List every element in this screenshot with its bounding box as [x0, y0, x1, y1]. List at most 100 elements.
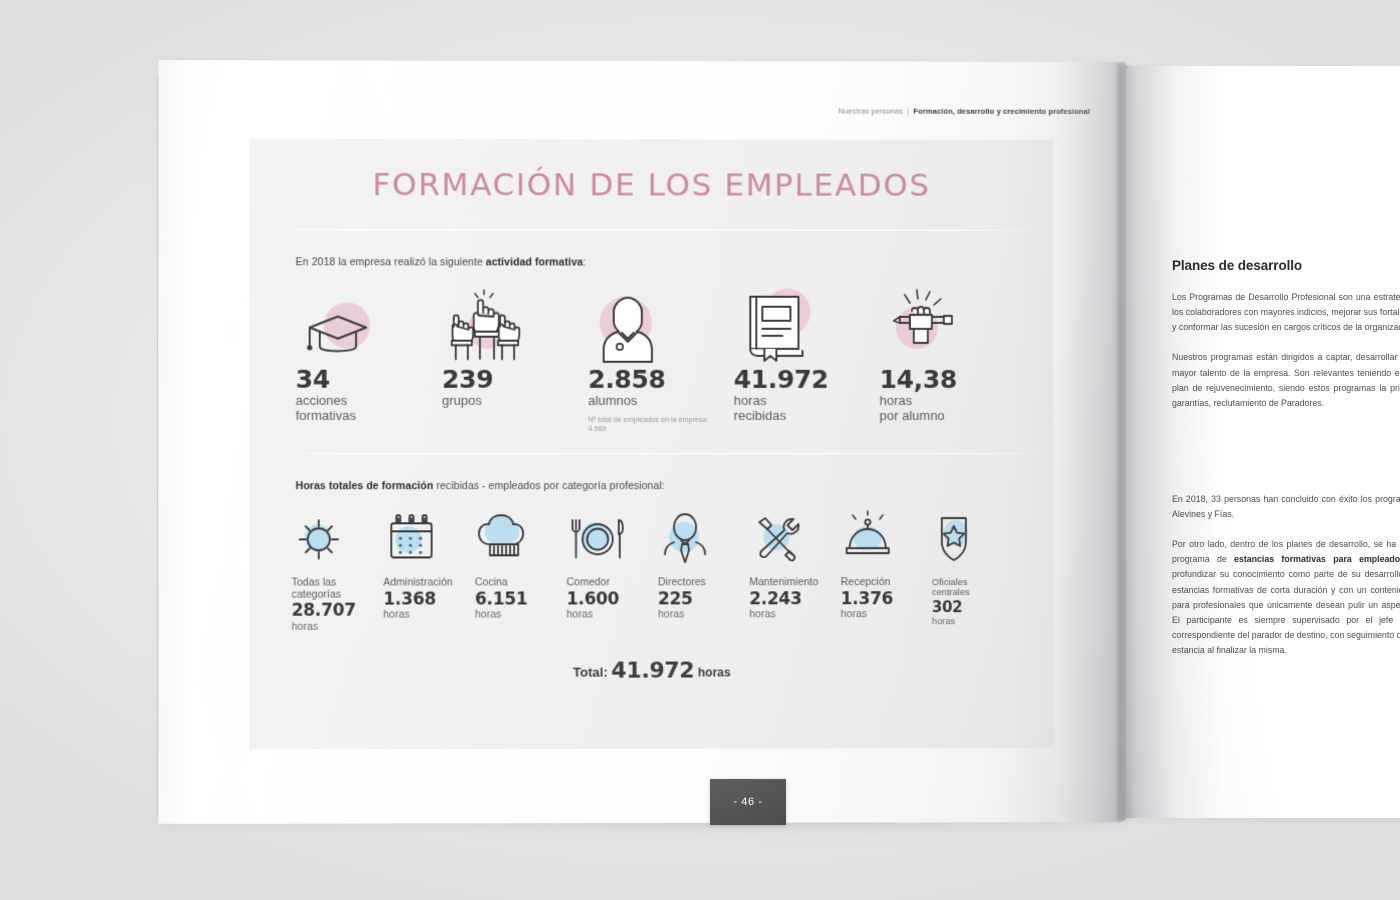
category-unit: horas	[749, 608, 776, 621]
right-page-paragraph-4: Por otro lado, dentro de los planes de d…	[1172, 537, 1400, 658]
category-unit: horas	[840, 608, 867, 621]
stat-label-line2: recibidas	[733, 407, 787, 423]
stat-label-line2: por alumno	[879, 407, 945, 423]
category-label-line1: Cocina	[474, 576, 508, 589]
sun-icon	[292, 508, 380, 568]
total-line: Total: 41.972 horas	[249, 658, 1053, 684]
category-value: 1.376	[840, 588, 894, 609]
right-page-spacer	[1172, 426, 1400, 492]
category-unit: horas	[474, 608, 502, 621]
page-title: FORMACIÓN DE LOS EMPLEADOS	[372, 166, 931, 204]
total-value: 41.972	[611, 658, 695, 685]
shield-star-icon	[932, 508, 1019, 568]
stat-grupos: 239 grupos	[436, 282, 582, 408]
page-number-tab: - 46 -	[710, 779, 786, 825]
running-header-chapter: Formación, desarrollo y crecimiento prof…	[913, 106, 1090, 116]
category-label-line1: Oficiales	[931, 576, 968, 587]
raised-hands-icon	[442, 282, 582, 364]
stat-footnote: Nº total de empleados en la empresa: 4.5…	[587, 414, 709, 433]
stat-value: 34	[295, 364, 330, 394]
stat-value: 14,38	[879, 364, 957, 394]
right-page-paragraph-3: En 2018, 33 personas han concluido con é…	[1172, 493, 1400, 519]
category-label: Administración	[383, 576, 471, 589]
paragraph-4-post: que necesitan profundizar su conocimient…	[1172, 569, 1400, 655]
intro-prefix: En 2018 la empresa realizó la siguiente	[295, 256, 486, 269]
category-label: Todas las categorías	[291, 576, 380, 601]
stat-label-line1: grupos	[441, 393, 482, 409]
category-label-line1: Todas las	[291, 576, 337, 589]
paragraph-4-pre: Por otro lado, dentro de los planes de d…	[1172, 539, 1400, 565]
stat-label: acciones formativas	[295, 393, 436, 423]
place-setting-icon	[566, 508, 653, 568]
category-label-line2: centrales	[931, 587, 970, 598]
intro-bold: actividad formativa	[485, 256, 583, 269]
stat-label-line2: formativas	[295, 407, 357, 423]
stat-label: alumnos	[587, 393, 728, 409]
category-unit: horas	[657, 608, 685, 621]
category-label-line1: Comedor	[566, 576, 610, 589]
chef-hat-icon	[475, 508, 563, 568]
category-value: 1.368	[383, 589, 436, 610]
category-recepcion: Recepción 1.376 horas	[841, 508, 932, 621]
category-administracion: Administración 1.368 horas	[383, 508, 475, 621]
category-label-line1: Mantenimiento	[749, 576, 819, 589]
category-value: 225	[657, 588, 693, 609]
category-value: 302	[931, 597, 963, 616]
category-oficiales-centrales: Oficiales centrales 302 horas	[932, 508, 1023, 626]
infographic-panel: FORMACIÓN DE LOS EMPLEADOS En 2018 la em…	[249, 138, 1053, 750]
category-cocina: Cocina 6.151 horas	[475, 508, 567, 621]
category-label: Oficiales centrales	[932, 577, 1019, 598]
category-unit: horas	[291, 620, 319, 633]
paragraph-4-bold: estancias formativas para empleados	[1234, 554, 1400, 565]
right-page-paragraph-2: Nuestros programas están dirigidos a cap…	[1172, 352, 1400, 408]
stat-label-line1: alumnos	[587, 393, 638, 409]
calendar-icon	[383, 508, 471, 568]
right-page-paragraph-1: Los Programas de Desarrollo Profesional …	[1172, 292, 1400, 333]
intro-suffix: :	[582, 256, 586, 269]
category-label: Recepción	[840, 575, 928, 589]
stat-label-line1: acciones	[295, 393, 348, 409]
section2-rest: recibidas - empleados por categoría prof…	[433, 479, 665, 492]
stat-alumnos: 2.858 alumnos Nº total de empleados en l…	[582, 283, 728, 433]
book-icon	[734, 283, 874, 365]
category-label: Comedor	[566, 576, 653, 589]
total-label: Total:	[573, 664, 608, 681]
left-page: Nuestras personas | Formación, desarroll…	[158, 60, 1127, 824]
stat-value: 2.858	[587, 364, 666, 394]
tools-icon	[749, 508, 836, 568]
category-mantenimiento: Mantenimiento 2.243 horas	[749, 508, 840, 621]
right-page-heading: Planes de desarrollo	[1172, 258, 1303, 273]
category-label: Mantenimiento	[749, 576, 836, 589]
running-header: Nuestras personas | Formación, desarroll…	[838, 107, 1090, 116]
category-label-line1: Directores	[657, 576, 706, 589]
top-stats-row: 34 acciones formativas	[249, 268, 1053, 433]
service-bell-icon	[841, 508, 928, 568]
total-unit: horas	[697, 665, 731, 680]
category-label-line1: Administración	[383, 576, 453, 589]
category-unit: horas	[566, 608, 593, 621]
stat-label-line1: horas	[879, 393, 913, 409]
category-unit: horas	[383, 608, 410, 621]
stat-value: 239	[441, 364, 494, 394]
running-header-separator: |	[907, 106, 910, 116]
category-todas-las-categorias: Todas las categorías 28.707 horas	[292, 508, 384, 633]
intro-text: En 2018 la empresa realizó la siguiente …	[249, 230, 1053, 269]
category-row: Todas las categorías 28.707 horas	[249, 492, 1053, 633]
graduation-cap-icon	[296, 282, 436, 364]
category-label-line2: categorías	[291, 588, 341, 601]
category-label-line1: Recepción	[840, 575, 891, 589]
student-person-icon	[588, 283, 728, 365]
stat-horas-recibidas: 41.972 horas recibidas	[728, 283, 874, 424]
stat-acciones-formativas: 34 acciones formativas	[290, 282, 436, 423]
category-value: 6.151	[474, 588, 528, 610]
stat-label: horas por alumno	[879, 393, 1019, 423]
hand-pencil-icon	[880, 283, 1019, 365]
stat-label-line1: horas	[733, 393, 767, 409]
category-value: 28.707	[291, 600, 356, 622]
section2-text: Horas totales de formación recibidas - e…	[249, 454, 1053, 492]
category-label: Cocina	[474, 576, 563, 589]
necktie-person-icon	[658, 508, 745, 568]
running-header-section: Nuestras personas	[838, 106, 903, 116]
stat-label: grupos	[441, 393, 582, 409]
